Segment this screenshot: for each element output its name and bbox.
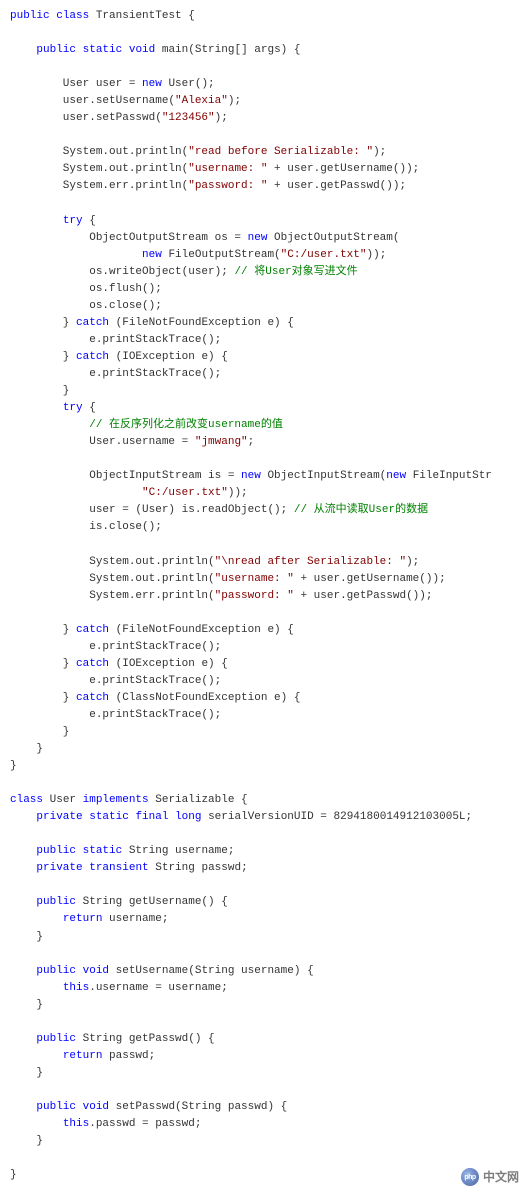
keyword-token: void <box>83 1101 109 1113</box>
string-token: "read before Serializable: " <box>188 146 373 158</box>
comment-token: // 在反序列化之前改变username的值 <box>89 419 283 431</box>
string-token: "\nread after Serializable: " <box>215 556 406 568</box>
comment-token: // 将User对象写进文件 <box>234 266 357 278</box>
keyword-token: catch <box>76 317 109 329</box>
keyword-token: void <box>83 965 109 977</box>
keyword-token: catch <box>76 692 109 704</box>
keyword-token: void <box>129 44 155 56</box>
keyword-token: try <box>63 215 83 227</box>
keyword-token: catch <box>76 624 109 636</box>
keyword-token: implements <box>83 794 149 806</box>
keyword-token: static <box>89 811 129 823</box>
watermark: php 中文网 <box>461 1168 519 1186</box>
string-token: "C:/user.txt" <box>281 249 367 261</box>
keyword-token: public <box>36 845 76 857</box>
keyword-token: final <box>135 811 168 823</box>
keyword-token: public <box>36 44 76 56</box>
keyword-token: this <box>63 982 89 994</box>
keyword-token: transient <box>89 862 148 874</box>
keyword-token: return <box>63 1050 103 1062</box>
string-token: "C:/user.txt" <box>142 487 228 499</box>
keyword-token: new <box>386 470 406 482</box>
keyword-token: new <box>248 232 268 244</box>
keyword-token: private <box>36 862 82 874</box>
keyword-token: catch <box>76 351 109 363</box>
keyword-token: static <box>83 845 123 857</box>
string-token: "username: " <box>188 163 267 175</box>
keyword-token: public <box>10 10 50 22</box>
keyword-token: public <box>36 965 76 977</box>
string-token: "Alexia" <box>175 95 228 107</box>
string-token: "password: " <box>188 180 267 192</box>
keyword-token: class <box>10 794 43 806</box>
string-token: "123456" <box>162 112 215 124</box>
code-block: public class TransientTest { public stat… <box>10 8 515 1184</box>
watermark-logo: php <box>461 1168 479 1186</box>
keyword-token: private <box>36 811 82 823</box>
watermark-text: 中文网 <box>483 1171 519 1183</box>
keyword-token: catch <box>76 658 109 670</box>
keyword-token: new <box>142 249 162 261</box>
string-token: "jmwang" <box>195 436 248 448</box>
string-token: "username: " <box>215 573 294 585</box>
keyword-token: static <box>83 44 123 56</box>
keyword-token: public <box>36 1101 76 1113</box>
keyword-token: long <box>175 811 201 823</box>
keyword-token: try <box>63 402 83 414</box>
keyword-token: public <box>36 896 76 908</box>
keyword-token: new <box>241 470 261 482</box>
keyword-token: this <box>63 1118 89 1130</box>
keyword-token: public <box>36 1033 76 1045</box>
keyword-token: new <box>142 78 162 90</box>
string-token: "password: " <box>215 590 294 602</box>
comment-token: // 从流中读取User的数据 <box>294 504 428 516</box>
keyword-token: class <box>56 10 89 22</box>
keyword-token: return <box>63 913 103 925</box>
